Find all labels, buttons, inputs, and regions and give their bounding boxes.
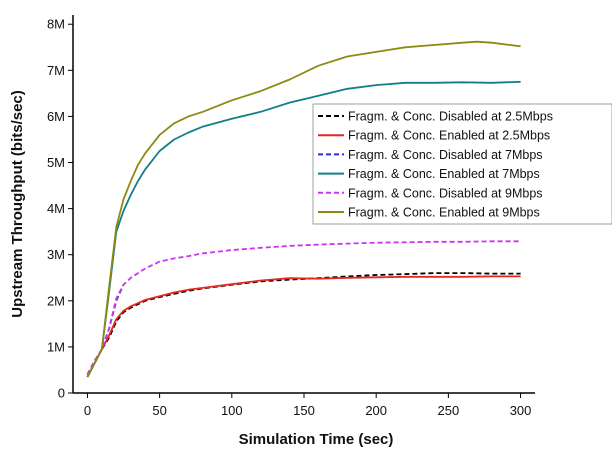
legend-label: Fragm. & Conc. Disabled at 9Mbps: [348, 186, 543, 200]
y-tick-label: 8M: [47, 17, 65, 32]
legend: Fragm. & Conc. Disabled at 2.5Mbps Fragm.…: [312, 103, 612, 225]
x-axis-label: Simulation Time (sec): [239, 431, 394, 448]
legend-label: Fragm. & Conc. Enabled at 7Mbps: [348, 167, 540, 181]
y-tick-label: 4M: [47, 201, 65, 216]
x-tick-label: 300: [510, 403, 532, 418]
x-tick-label: 50: [152, 403, 166, 418]
series-line: [86, 40, 521, 378]
legend-label: Fragm. & Conc. Enabled at 9Mbps: [348, 206, 540, 220]
x-tick-label: 250: [438, 403, 460, 418]
x-tick-label: 150: [293, 403, 315, 418]
x-tick-label: 200: [365, 403, 387, 418]
y-tick-label: 6M: [47, 109, 65, 124]
legend-label: Fragm. & Conc. Disabled at 2.5Mbps: [348, 110, 553, 124]
y-axis-label: Upstream Throughput (bits/sec): [9, 90, 26, 318]
y-tick-label: 1M: [47, 339, 65, 354]
y-tick-label: 7M: [47, 63, 65, 78]
y-tick-label: 0: [58, 386, 65, 401]
series-lines: [86, 40, 521, 378]
y-tick-label: 3M: [47, 247, 65, 262]
tick-marks: 0 50 100 150 200 250 300 0 1M 2M 3M 4M 5M 6M 7M 8M: [47, 17, 531, 418]
series-line: [86, 272, 521, 378]
x-tick-label: 0: [84, 403, 91, 418]
legend-label: Fragm. & Conc. Enabled at 2.5Mbps: [348, 129, 550, 143]
legend-box: [312, 103, 612, 225]
series-line: [86, 240, 521, 376]
legend-label: Fragm. & Conc. Disabled at 7Mbps: [348, 148, 543, 162]
x-tick-label: 100: [221, 403, 243, 418]
y-tick-label: 2M: [47, 293, 65, 308]
y-tick-label: 5M: [47, 155, 65, 170]
series-line: [86, 284, 125, 376]
series-line: [86, 275, 521, 378]
